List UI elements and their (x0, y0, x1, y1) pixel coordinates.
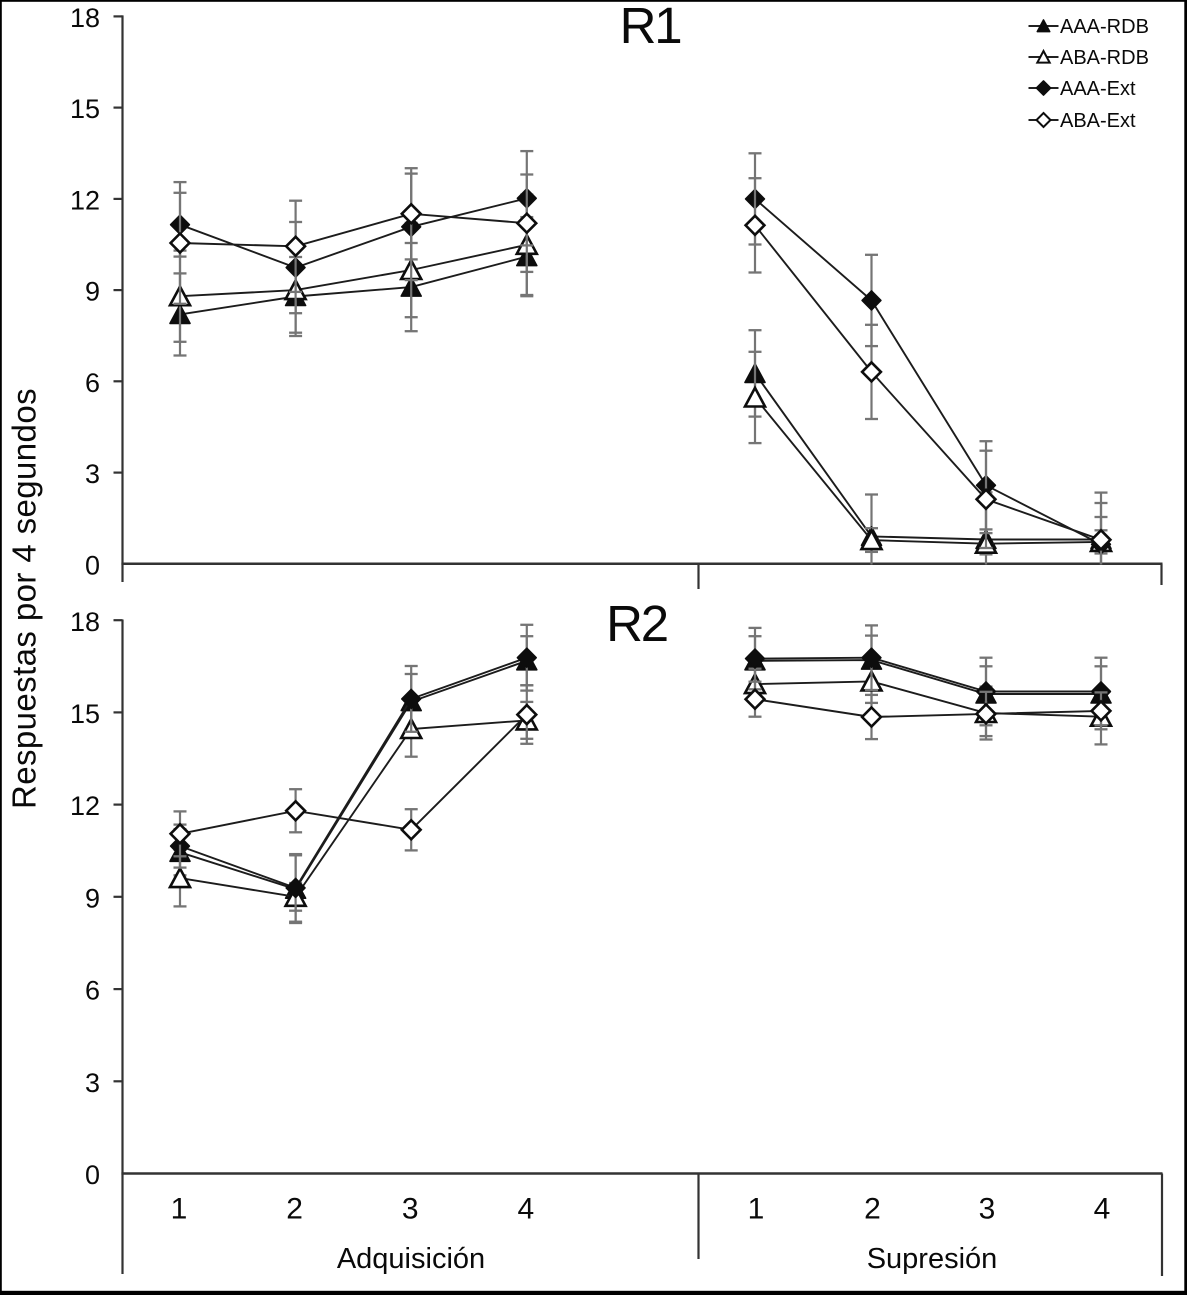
svg-text:12: 12 (70, 791, 100, 821)
svg-text:9: 9 (85, 277, 100, 307)
svg-text:4: 4 (1094, 1193, 1111, 1226)
svg-text:2: 2 (286, 1193, 303, 1226)
svg-text:6: 6 (85, 976, 100, 1006)
svg-text:3: 3 (85, 1068, 100, 1098)
svg-text:ABA-RDB: ABA-RDB (1060, 47, 1149, 69)
svg-text:0: 0 (85, 1160, 100, 1190)
svg-text:4: 4 (517, 1193, 534, 1226)
svg-text:AAA-Ext: AAA-Ext (1060, 78, 1136, 100)
svg-text:1: 1 (171, 1193, 188, 1226)
svg-text:2: 2 (864, 1193, 881, 1226)
svg-text:1: 1 (748, 1193, 765, 1226)
svg-text:15: 15 (70, 94, 100, 124)
svg-text:18: 18 (70, 3, 100, 33)
svg-text:R2: R2 (606, 595, 667, 652)
svg-text:3: 3 (979, 1193, 996, 1226)
svg-text:Respuestas por 4 segundos: Respuestas por 4 segundos (6, 388, 43, 809)
svg-text:AAA-RDB: AAA-RDB (1060, 16, 1149, 38)
svg-text:15: 15 (70, 699, 100, 729)
svg-text:6: 6 (85, 368, 100, 398)
svg-text:ABA-Ext: ABA-Ext (1060, 110, 1136, 132)
svg-text:12: 12 (70, 186, 100, 216)
svg-text:R1: R1 (620, 0, 681, 54)
svg-text:3: 3 (85, 459, 100, 489)
svg-text:18: 18 (70, 607, 100, 637)
svg-text:9: 9 (85, 883, 100, 913)
svg-text:0: 0 (85, 550, 100, 580)
svg-text:3: 3 (402, 1193, 419, 1226)
svg-text:Adquisición: Adquisición (337, 1243, 485, 1275)
svg-text:Supresión: Supresión (867, 1243, 998, 1275)
